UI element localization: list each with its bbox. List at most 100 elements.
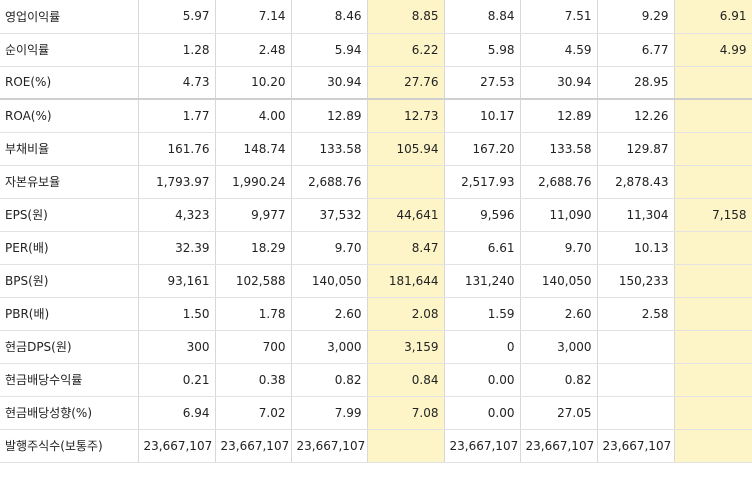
table-cell: 0.00 <box>444 363 521 397</box>
table-cell: 0.84 <box>367 363 445 397</box>
table-body: 영업이익률 5.97 7.14 8.46 8.85 8.84 7.51 9.29 6.91 순이익… <box>0 0 752 463</box>
table-cell: 161.76 <box>138 132 216 166</box>
table-cell: 6.94 <box>138 396 216 430</box>
table-cell: 3,000 <box>520 330 598 364</box>
table-cell: 150,233 <box>597 264 675 298</box>
table-cell: 2.58 <box>597 297 675 331</box>
table-cell: 2.48 <box>215 33 292 67</box>
row-label: 현금배당성향(%) <box>0 396 139 430</box>
table-cell: 1,990.24 <box>215 165 292 199</box>
table-cell <box>674 98 752 133</box>
table-row: EPS(원) 4,323 9,977 37,532 44,641 9,596 11,090 1… <box>0 198 752 232</box>
table-cell: 5.98 <box>444 33 521 67</box>
table-cell: 2.60 <box>291 297 368 331</box>
table-cell <box>674 264 752 298</box>
table-cell: 23,667,107 <box>597 429 675 463</box>
table-cell: 23,667,107 <box>444 429 521 463</box>
table-cell: 10.13 <box>597 231 675 265</box>
table-cell: 12.73 <box>367 98 445 133</box>
row-label: 발행주식수(보통주) <box>0 429 139 463</box>
table-cell <box>367 429 445 463</box>
table-cell: 1.59 <box>444 297 521 331</box>
row-label: EPS(원) <box>0 198 139 232</box>
table-cell: 3,159 <box>367 330 445 364</box>
table-row: PBR(배) 1.50 1.78 2.60 2.08 1.59 2.60 2.58 <box>0 297 752 331</box>
table-cell <box>674 165 752 199</box>
table-cell: 0.38 <box>215 363 292 397</box>
table-cell: 10.20 <box>215 66 292 100</box>
table-cell: 1.28 <box>138 33 216 67</box>
table-cell: 12.26 <box>597 98 675 133</box>
table-cell: 7.02 <box>215 396 292 430</box>
table-cell: 8.85 <box>367 0 445 34</box>
table-cell: 0.21 <box>138 363 216 397</box>
table-cell: 1.78 <box>215 297 292 331</box>
table-row: 현금배당수익률 0.21 0.38 0.82 0.84 0.00 0.82 <box>0 363 752 397</box>
table-row: 부채비율 161.76 148.74 133.58 105.94 167.20 133.58… <box>0 132 752 166</box>
table-row: BPS(원) 93,161 102,588 140,050 181,644 131,240… <box>0 264 752 298</box>
table-row: 자본유보율 1,793.97 1,990.24 2,688.76 2,517.93 2,6… <box>0 165 752 199</box>
table-cell: 4.59 <box>520 33 598 67</box>
table-cell: 4.99 <box>674 33 752 67</box>
table-cell: 2,878.43 <box>597 165 675 199</box>
table-cell: 1,793.97 <box>138 165 216 199</box>
table-row: 순이익률 1.28 2.48 5.94 6.22 5.98 4.59 6.77 4.99 <box>0 33 752 67</box>
row-label: PBR(배) <box>0 297 139 331</box>
table-cell: 44,641 <box>367 198 445 232</box>
table-cell <box>674 231 752 265</box>
table-cell: 6.91 <box>674 0 752 34</box>
table-cell: 23,667,107 <box>138 429 216 463</box>
table-cell: 700 <box>215 330 292 364</box>
financial-ratio-table: 영업이익률 5.97 7.14 8.46 8.85 8.84 7.51 9.29 6.91 순이익… <box>0 0 752 463</box>
table-row: PER(배) 32.39 18.29 9.70 8.47 6.61 9.70 10.13 <box>0 231 752 265</box>
row-label: 현금배당수익률 <box>0 363 139 397</box>
table-cell <box>674 66 752 100</box>
table-cell: 2.60 <box>520 297 598 331</box>
table-cell: 27.05 <box>520 396 598 430</box>
table-row: ROA(%) 1.77 4.00 12.89 12.73 10.17 12.89 12.26 <box>0 98 752 133</box>
row-label: BPS(원) <box>0 264 139 298</box>
row-label: ROE(%) <box>0 66 139 100</box>
table-cell <box>674 396 752 430</box>
table-cell: 8.47 <box>367 231 445 265</box>
table-cell: 6.77 <box>597 33 675 67</box>
table-cell: 181,644 <box>367 264 445 298</box>
row-label: 영업이익률 <box>0 0 139 34</box>
table-cell: 93,161 <box>138 264 216 298</box>
row-label: PER(배) <box>0 231 139 265</box>
table-cell: 37,532 <box>291 198 368 232</box>
table-cell <box>674 297 752 331</box>
table-cell: 11,090 <box>520 198 598 232</box>
table-cell: 6.22 <box>367 33 445 67</box>
table-cell: 23,667,107 <box>215 429 292 463</box>
table-cell: 9.29 <box>597 0 675 34</box>
table-cell: 2,688.76 <box>520 165 598 199</box>
table-cell: 3,000 <box>291 330 368 364</box>
table-cell: 2,517.93 <box>444 165 521 199</box>
table-cell <box>674 132 752 166</box>
table-cell: 9.70 <box>291 231 368 265</box>
table-cell: 9,977 <box>215 198 292 232</box>
table-cell: 131,240 <box>444 264 521 298</box>
row-label: 순이익률 <box>0 33 139 67</box>
table-cell: 4.00 <box>215 98 292 133</box>
table-cell: 2.08 <box>367 297 445 331</box>
table-cell: 5.94 <box>291 33 368 67</box>
table-cell: 0 <box>444 330 521 364</box>
table-cell: 9.70 <box>520 231 598 265</box>
table-cell: 9,596 <box>444 198 521 232</box>
table-row: 발행주식수(보통주) 23,667,107 23,667,107 23,667,107… <box>0 429 752 463</box>
table-cell: 7.08 <box>367 396 445 430</box>
table-cell <box>597 363 675 397</box>
table-cell: 105.94 <box>367 132 445 166</box>
table-cell: 8.46 <box>291 0 368 34</box>
table-cell <box>674 330 752 364</box>
row-label: ROA(%) <box>0 98 139 133</box>
table-cell: 0.00 <box>444 396 521 430</box>
table-cell: 8.84 <box>444 0 521 34</box>
table-cell: 133.58 <box>291 132 368 166</box>
table-cell: 0.82 <box>291 363 368 397</box>
table-cell: 140,050 <box>291 264 368 298</box>
table-cell: 6.61 <box>444 231 521 265</box>
table-cell <box>674 429 752 463</box>
